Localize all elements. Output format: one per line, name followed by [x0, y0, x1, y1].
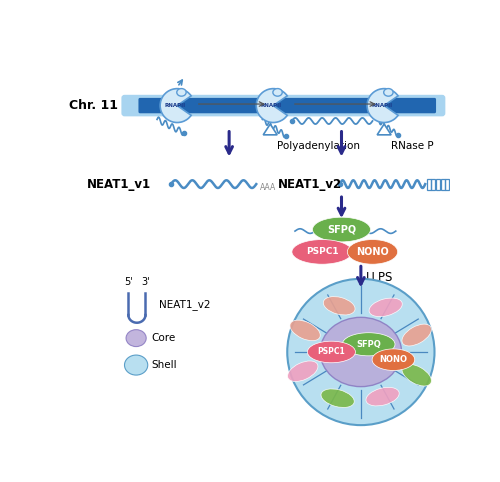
Ellipse shape	[273, 89, 282, 96]
Text: NEAT1_v1: NEAT1_v1	[88, 178, 152, 190]
Text: RNAPII: RNAPII	[260, 103, 281, 108]
Ellipse shape	[321, 389, 354, 407]
Bar	[446, 179, 449, 189]
Wedge shape	[160, 89, 191, 122]
Text: Core: Core	[152, 333, 176, 343]
Polygon shape	[377, 124, 391, 135]
Text: RNAPII: RNAPII	[164, 103, 185, 108]
Text: RNase P: RNase P	[391, 141, 434, 150]
Text: NEAT1_v2: NEAT1_v2	[278, 178, 342, 190]
Text: LLPS: LLPS	[366, 271, 394, 284]
FancyBboxPatch shape	[138, 98, 436, 113]
Bar	[432, 179, 436, 189]
Text: Shell: Shell	[152, 360, 177, 370]
Text: NEAT1_v2: NEAT1_v2	[160, 299, 211, 310]
Ellipse shape	[402, 324, 432, 346]
Text: 3': 3'	[141, 277, 150, 287]
Ellipse shape	[124, 355, 148, 375]
Text: NONO: NONO	[356, 247, 389, 257]
Wedge shape	[367, 89, 398, 122]
Ellipse shape	[320, 317, 402, 387]
Ellipse shape	[348, 240, 398, 264]
Ellipse shape	[287, 279, 434, 425]
Text: RNAPII: RNAPII	[371, 103, 392, 108]
Ellipse shape	[126, 330, 146, 347]
Text: AAA: AAA	[260, 183, 276, 192]
Ellipse shape	[290, 320, 320, 341]
Bar	[427, 179, 430, 189]
FancyBboxPatch shape	[122, 95, 446, 116]
Ellipse shape	[324, 296, 355, 315]
Text: Chr. 11: Chr. 11	[68, 99, 117, 112]
Text: NONO: NONO	[380, 355, 407, 364]
Wedge shape	[256, 89, 288, 122]
Ellipse shape	[177, 89, 186, 96]
Ellipse shape	[366, 388, 399, 406]
Ellipse shape	[342, 333, 395, 356]
Bar	[440, 179, 444, 189]
Ellipse shape	[384, 89, 393, 96]
Text: 5': 5'	[124, 277, 133, 287]
Ellipse shape	[292, 240, 352, 264]
Ellipse shape	[372, 349, 414, 371]
Text: PSPC1: PSPC1	[306, 247, 338, 256]
Ellipse shape	[308, 341, 356, 363]
Polygon shape	[263, 124, 277, 135]
Text: SFPQ: SFPQ	[327, 225, 356, 235]
Text: PSPC1: PSPC1	[318, 348, 345, 357]
Ellipse shape	[402, 364, 432, 386]
Ellipse shape	[288, 361, 318, 382]
Ellipse shape	[312, 217, 370, 242]
Text: SFPQ: SFPQ	[356, 340, 381, 349]
Text: Polyadenylation: Polyadenylation	[277, 141, 360, 150]
Ellipse shape	[369, 298, 402, 317]
Bar	[436, 179, 440, 189]
